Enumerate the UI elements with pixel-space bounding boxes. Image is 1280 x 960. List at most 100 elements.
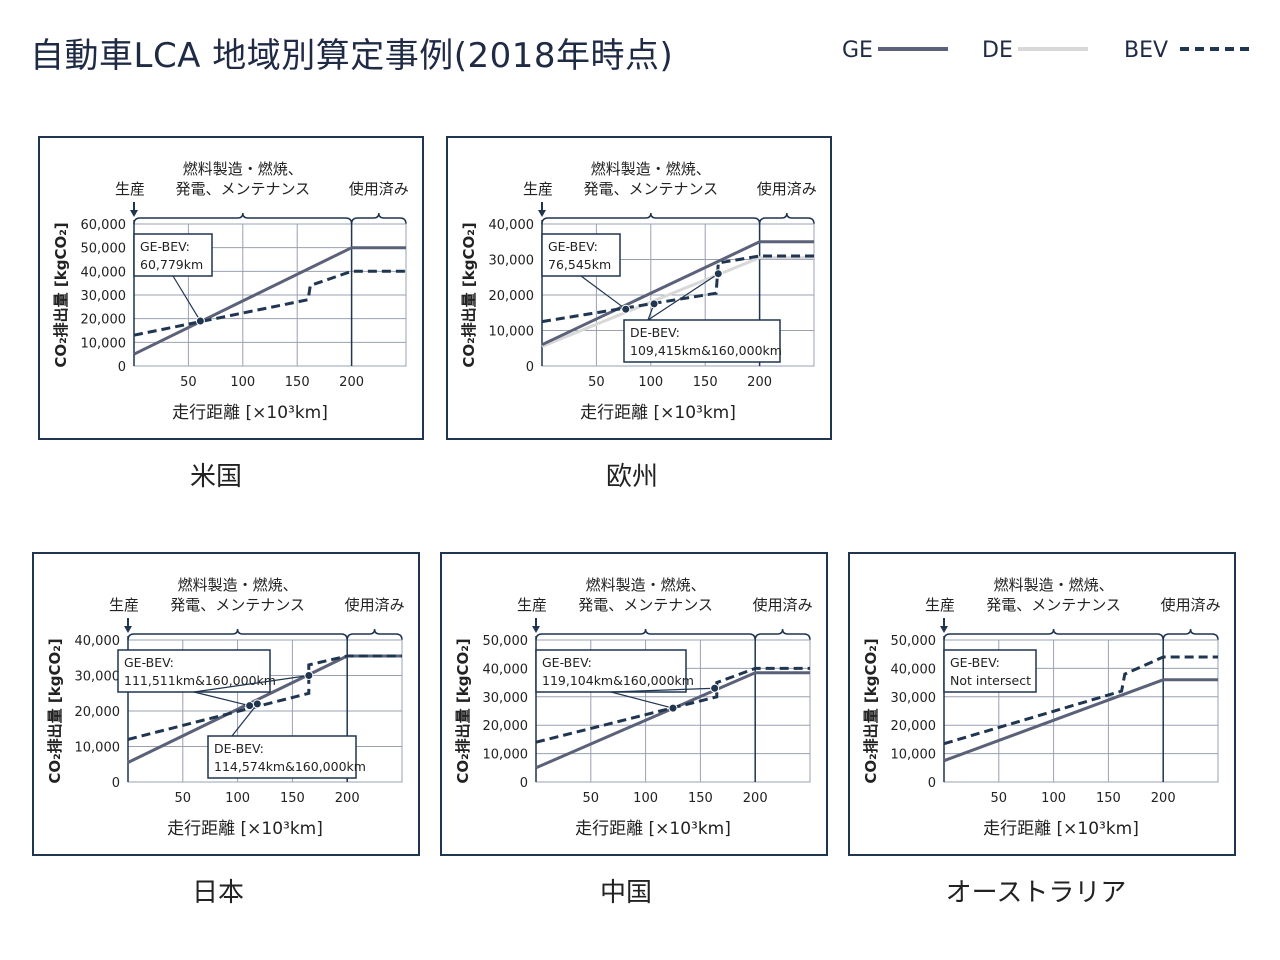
x-tick-label: 150 xyxy=(280,791,305,806)
phase-eol-label: 使用済み xyxy=(1161,596,1221,614)
phase-production-label: 生産 xyxy=(523,180,553,198)
y-axis-label: CO₂排出量 [kgCO₂] xyxy=(454,638,472,783)
legend-label-ge: GE xyxy=(842,38,873,63)
y-tick-label: 0 xyxy=(526,360,534,375)
x-tick-label: 150 xyxy=(688,791,713,806)
x-tick-label: 200 xyxy=(1151,791,1176,806)
chart-panel-china: 燃料製造・燃焼、 発電、メンテナンス 生産 使用済み 0 10,000 20,000 30,0… xyxy=(440,552,828,856)
phase-fuel-label-2: 発電、メンテナンス xyxy=(175,180,310,198)
annotation-leader xyxy=(610,687,715,693)
page-title: 自動車LCA 地域別算定事例(2018年時点) xyxy=(30,36,674,76)
x-tick-label: 200 xyxy=(743,791,768,806)
y-tick-label: 0 xyxy=(928,776,936,791)
intersection-point xyxy=(195,316,205,326)
phase-production-label: 生産 xyxy=(109,596,139,614)
y-tick-label: 40,000 xyxy=(483,662,529,677)
x-axis-label: 走行距離 [×10³km] xyxy=(575,819,731,839)
phase-production-label: 生産 xyxy=(925,596,955,614)
annotation-value: 114,574km&160,000km xyxy=(214,759,366,774)
annotation-leader xyxy=(610,691,674,709)
x-axis-label: 走行距離 [×10³km] xyxy=(983,819,1139,839)
annotation-value: 76,545km xyxy=(548,257,611,272)
x-tick-label: 50 xyxy=(583,791,600,806)
intersection-point xyxy=(621,304,631,314)
y-tick-label: 10,000 xyxy=(891,748,937,763)
y-tick-label: 0 xyxy=(118,360,126,375)
x-tick-label: 200 xyxy=(747,375,772,390)
y-tick-label: 10,000 xyxy=(75,741,121,756)
annotation-title: GE-BEV: xyxy=(548,239,598,254)
x-axis-label: 走行距離 [×10³km] xyxy=(580,403,736,423)
y-tick-label: 10,000 xyxy=(483,748,529,763)
brace-use-phase xyxy=(541,212,761,225)
phase-eol-label: 使用済み xyxy=(349,180,409,198)
annotation-box xyxy=(207,735,357,779)
x-tick-label: 100 xyxy=(225,791,250,806)
phase-production-label: 生産 xyxy=(115,180,145,198)
y-tick-label: 40,000 xyxy=(489,218,535,233)
phase-fuel-label-2: 発電、メンテナンス xyxy=(578,596,713,614)
intersection-point xyxy=(668,703,678,713)
y-tick-label: 40,000 xyxy=(81,265,127,280)
intersection-point xyxy=(252,699,262,709)
annotation-title: DE-BEV: xyxy=(630,325,680,340)
y-tick-label: 30,000 xyxy=(81,289,127,304)
y-tick-label: 30,000 xyxy=(483,691,529,706)
annotation-value: 60,779km xyxy=(140,257,203,272)
phase-fuel-label-2: 発電、メンテナンス xyxy=(583,180,718,198)
x-tick-label: 50 xyxy=(175,791,192,806)
series-line-de xyxy=(541,256,814,348)
y-axis-label: CO₂排出量 [kgCO₂] xyxy=(862,638,880,783)
phase-fuel-label-1: 燃料製造・燃焼、 xyxy=(994,576,1114,594)
annotation-leader xyxy=(193,691,250,707)
y-tick-label: 50,000 xyxy=(483,634,529,649)
annotation-box xyxy=(133,233,213,277)
brace-use-phase xyxy=(943,628,1164,641)
x-tick-label: 150 xyxy=(1096,791,1121,806)
legend-label-bev: BEV xyxy=(1124,38,1168,63)
y-tick-label: 30,000 xyxy=(75,670,121,685)
series-line-bev xyxy=(127,654,402,741)
y-axis-label: CO₂排出量 [kgCO₂] xyxy=(460,222,478,367)
annotation-box xyxy=(623,319,781,363)
brace-eol-phase xyxy=(1162,628,1219,641)
intersection-point xyxy=(304,671,314,680)
y-axis-label: CO₂排出量 [kgCO₂] xyxy=(46,638,64,783)
y-tick-label: 30,000 xyxy=(489,254,535,269)
x-tick-label: 150 xyxy=(693,375,718,390)
phase-eol-label: 使用済み xyxy=(753,596,813,614)
annotation-value: 111,511km&160,000km xyxy=(124,673,276,688)
x-tick-label: 50 xyxy=(991,791,1008,806)
annotation-box xyxy=(943,649,1037,693)
brace-eol-phase xyxy=(758,212,815,225)
intersection-point xyxy=(649,299,659,309)
annotation-title: GE-BEV: xyxy=(950,655,1000,670)
brace-use-phase xyxy=(127,628,348,641)
series-line-ge xyxy=(535,671,810,770)
annotation-leader xyxy=(193,674,309,693)
annotation-title: GE-BEV: xyxy=(542,655,592,670)
brace-use-phase xyxy=(133,212,353,225)
y-tick-label: 50,000 xyxy=(891,634,937,649)
y-tick-label: 60,000 xyxy=(81,218,127,233)
x-tick-label: 100 xyxy=(1041,791,1066,806)
annotation-value: 109,415km&160,000km xyxy=(630,343,782,358)
annotation-title: GE-BEV: xyxy=(140,239,190,254)
annotation-leader xyxy=(580,275,627,310)
intersection-point xyxy=(713,269,723,279)
x-tick-label: 100 xyxy=(230,375,255,390)
annotation-title: DE-BEV: xyxy=(214,741,264,756)
y-tick-label: 0 xyxy=(112,776,120,791)
chart-svg-australia: 燃料製造・燃焼、発電、メンテナンス 生産 使用済み 0 10,000 20,000 30,0… xyxy=(862,576,1221,839)
chart-svg-europe: 燃料製造・燃焼、発電、メンテナンス 生産 使用済み 0 10,000 20,000 30,0… xyxy=(460,160,817,423)
annotation-leader xyxy=(647,273,719,321)
annotation-value: 119,104km&160,000km xyxy=(542,673,694,688)
chart-svg-us: 燃料製造・燃焼、発電、メンテナンス 生産 使用済み 0 10,000 20,000 30,0… xyxy=(52,160,409,423)
production-arrow-head xyxy=(124,626,132,633)
legend-label-de: DE xyxy=(982,38,1013,63)
production-arrow-head xyxy=(130,210,138,217)
annotation-value: Not intersect xyxy=(950,673,1031,688)
series-line-ge xyxy=(133,246,406,356)
y-tick-label: 0 xyxy=(520,776,528,791)
phase-production-label: 生産 xyxy=(517,596,547,614)
